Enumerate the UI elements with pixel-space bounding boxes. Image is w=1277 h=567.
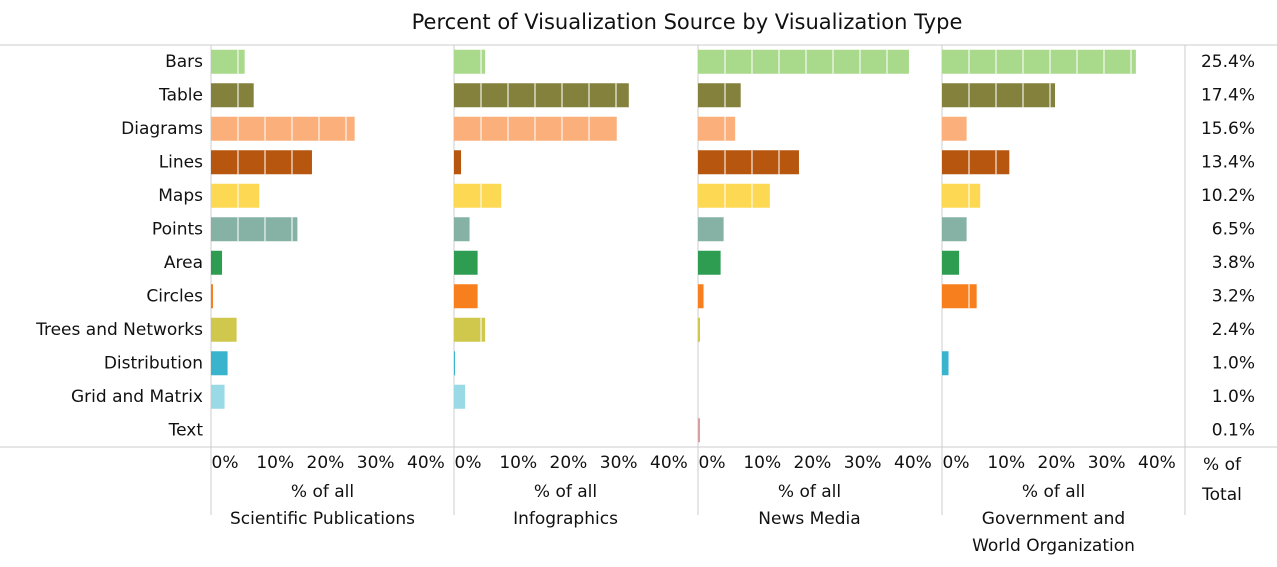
x-axis-title: % of all [291,482,354,502]
bar [211,83,254,108]
x-tick-label: 30% [844,453,882,473]
x-tick-label: 30% [600,453,638,473]
x-axis-title: Government and [982,509,1125,529]
x-tick-label: 0% [943,453,970,473]
bar [454,217,470,242]
bar [454,351,456,376]
x-axis-title: World Organization [972,536,1135,556]
bar [698,183,770,208]
x-tick-label: 0% [212,453,239,473]
bar [211,384,225,409]
bar [698,418,701,443]
total-label: 17.4% [1201,85,1255,105]
bar [454,49,486,74]
bar [211,49,245,74]
x-tick-label: 40% [650,453,688,473]
x-tick-label: 10% [743,453,781,473]
x-tick-label: 20% [550,453,588,473]
chart-title: Percent of Visualization Source by Visua… [412,10,963,34]
bar [454,317,486,342]
x-tick-label: 10% [499,453,537,473]
total-label: 10.2% [1201,186,1255,206]
category-label: Maps [158,186,203,206]
x-tick-label: 40% [1138,453,1176,473]
bar [942,49,1136,74]
category-label: Circles [146,286,203,306]
bar [698,116,736,141]
total-label: 3.8% [1212,253,1255,273]
bar [942,150,1010,175]
bar [211,351,228,376]
bar [211,217,298,242]
bar [454,284,478,309]
x-tick-label: 0% [699,453,726,473]
bar [698,150,799,175]
total-label: 2.4% [1212,320,1255,340]
bar [698,49,909,74]
x-axis-title: News Media [758,509,860,529]
x-tick-label: 20% [1038,453,1076,473]
bar [211,250,223,275]
bar [942,83,1056,108]
bar [942,250,960,275]
bar [211,183,260,208]
total-label: 3.2% [1212,286,1255,306]
category-label: Grid and Matrix [71,387,203,407]
bar [454,150,462,175]
bar [942,217,967,242]
bar [454,83,629,108]
x-tick-label: 30% [1088,453,1126,473]
category-label: Area [164,253,203,273]
total-label: 13.4% [1201,152,1255,172]
x-tick-label: 20% [794,453,832,473]
total-label: 1.0% [1212,387,1255,407]
category-label: Text [168,420,204,440]
category-label: Trees and Networks [35,320,203,340]
total-label: 0.1% [1212,420,1255,440]
total-label: 25.4% [1201,52,1255,72]
x-tick-label: 10% [987,453,1025,473]
x-axis-title: Scientific Publications [230,509,415,529]
bar [211,116,355,141]
x-tick-label: 30% [357,453,395,473]
bar [942,284,977,309]
total-label: 6.5% [1212,219,1255,239]
total-title: Total [1201,485,1242,505]
category-label: Bars [165,52,203,72]
bar [698,83,741,108]
bar [211,150,312,175]
x-tick-label: 10% [256,453,294,473]
bar [698,317,701,342]
bar [454,250,478,275]
bar [454,183,502,208]
x-axis-title: % of all [1022,482,1085,502]
x-tick-label: 0% [455,453,482,473]
total-label: 1.0% [1212,353,1255,373]
x-tick-label: 40% [894,453,932,473]
bar [211,317,237,342]
bar [211,284,214,309]
x-axis-title: % of all [778,482,841,502]
bar [942,116,967,141]
bar [942,183,981,208]
total-label: 15.6% [1201,119,1255,139]
bar [698,250,721,275]
category-label: Distribution [104,353,203,373]
category-label: Lines [159,152,203,172]
x-tick-label: 40% [407,453,445,473]
category-label: Points [152,219,203,239]
bar [454,384,466,409]
x-axis-title: % of all [534,482,597,502]
category-label: Table [158,85,203,105]
total-title: % of [1203,455,1242,475]
bar [698,284,704,309]
x-axis-title: Infographics [513,509,618,529]
category-label: Diagrams [121,119,203,139]
bar [698,217,724,242]
bar [942,351,949,376]
x-tick-label: 20% [307,453,345,473]
